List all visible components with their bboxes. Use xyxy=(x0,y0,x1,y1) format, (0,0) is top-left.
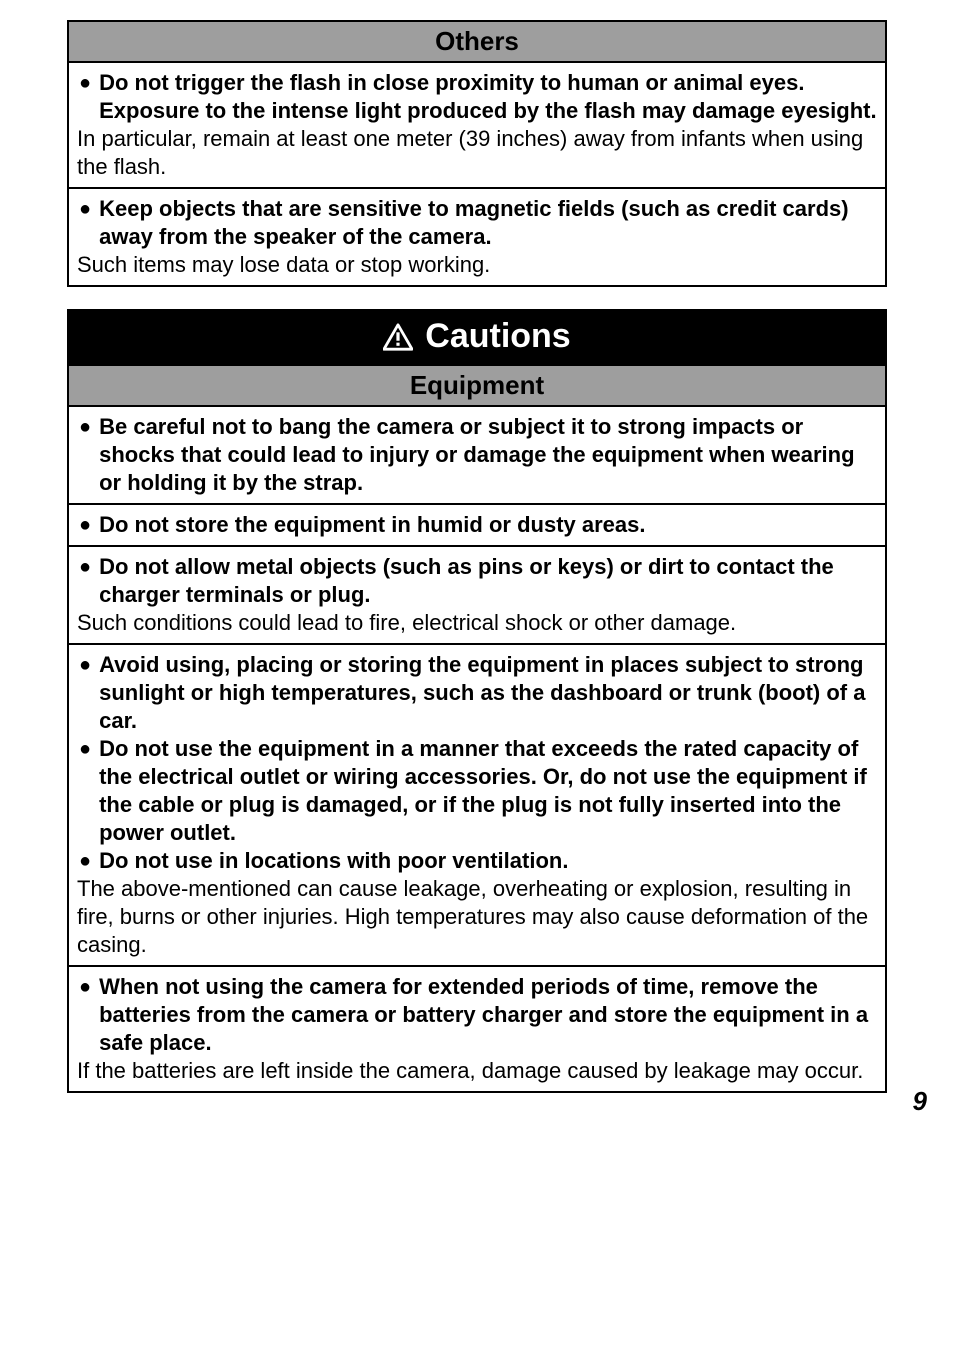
cautions-title-text: Cautions xyxy=(425,317,570,356)
bullet-text: Do not store the equipment in humid or d… xyxy=(99,511,645,539)
bullet-text: Do not use in locations with poor ventil… xyxy=(99,847,568,875)
bullet-icon: ● xyxy=(79,413,91,441)
equipment-item-2: ● Do not allow metal objects (such as pi… xyxy=(69,547,885,645)
bullet-row: ● Avoid using, placing or storing the eq… xyxy=(77,651,877,735)
equipment-item-0: ● Be careful not to bang the camera or s… xyxy=(69,407,885,505)
bullet-text: When not using the camera for extended p… xyxy=(99,973,877,1057)
body-text: Such items may lose data or stop working… xyxy=(77,251,877,279)
bullet-icon: ● xyxy=(79,651,91,679)
bullet-text: Do not allow metal objects (such as pins… xyxy=(99,553,877,609)
document-page: Others ● Do not trigger the flash in clo… xyxy=(67,20,887,1093)
bullet-text: Do not use the equipment in a manner tha… xyxy=(99,735,877,847)
body-text: The above-mentioned can cause leakage, o… xyxy=(77,875,877,959)
bullet-text: Keep objects that are sensitive to magne… xyxy=(99,195,877,251)
bullet-icon: ● xyxy=(79,847,91,875)
others-item-0: ● Do not trigger the flash in close prox… xyxy=(69,63,885,189)
bullet-row: ● When not using the camera for extended… xyxy=(77,973,877,1057)
page-number: 9 xyxy=(913,1086,927,1117)
others-item-1: ● Keep objects that are sensitive to mag… xyxy=(69,189,885,285)
equipment-item-3: ● Avoid using, placing or storing the eq… xyxy=(69,645,885,967)
equipment-header: Equipment xyxy=(69,366,885,407)
bullet-icon: ● xyxy=(79,973,91,1001)
others-box: Others ● Do not trigger the flash in clo… xyxy=(67,20,887,287)
bullet-row: ● Do not trigger the flash in close prox… xyxy=(77,69,877,125)
equipment-item-4: ● When not using the camera for extended… xyxy=(69,967,885,1091)
body-text: In particular, remain at least one meter… xyxy=(77,125,877,181)
equipment-item-1: ● Do not store the equipment in humid or… xyxy=(69,505,885,547)
bullet-icon: ● xyxy=(79,195,91,223)
bullet-text: Be careful not to bang the camera or sub… xyxy=(99,413,877,497)
bullet-icon: ● xyxy=(79,511,91,539)
bullet-row: ● Do not use in locations with poor vent… xyxy=(77,847,877,875)
bullet-text: Do not trigger the flash in close proxim… xyxy=(99,69,877,125)
bullet-icon: ● xyxy=(79,69,91,97)
bullet-text: Avoid using, placing or storing the equi… xyxy=(99,651,877,735)
body-text: If the batteries are left inside the cam… xyxy=(77,1057,877,1085)
bullet-row: ● Do not use the equipment in a manner t… xyxy=(77,735,877,847)
bullet-row: ● Keep objects that are sensitive to mag… xyxy=(77,195,877,251)
bullet-icon: ● xyxy=(79,735,91,763)
bullet-row: ● Do not store the equipment in humid or… xyxy=(77,511,877,539)
others-header: Others xyxy=(69,22,885,63)
body-text: Such conditions could lead to fire, elec… xyxy=(77,609,877,637)
bullet-row: ● Do not allow metal objects (such as pi… xyxy=(77,553,877,609)
cautions-title-bar: Cautions xyxy=(67,309,887,366)
bullet-icon: ● xyxy=(79,553,91,581)
equipment-box: Equipment ● Be careful not to bang the c… xyxy=(67,366,887,1093)
bullet-row: ● Be careful not to bang the camera or s… xyxy=(77,413,877,497)
warning-triangle-icon xyxy=(383,323,413,351)
